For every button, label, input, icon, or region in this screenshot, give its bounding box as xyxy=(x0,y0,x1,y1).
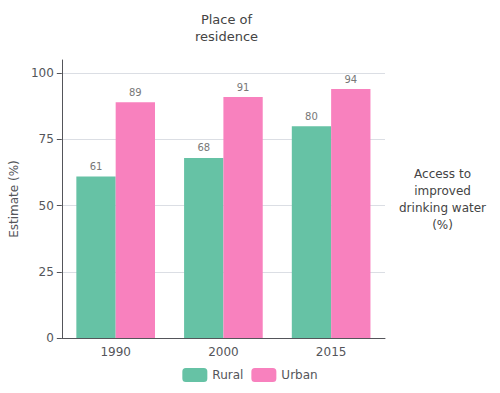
svg-text:Estimate (%): Estimate (%) xyxy=(7,160,21,238)
svg-text:Access to: Access to xyxy=(414,167,471,181)
svg-text:75: 75 xyxy=(39,132,54,146)
svg-text:25: 25 xyxy=(39,265,54,279)
svg-text:Place of: Place of xyxy=(201,12,253,27)
svg-text:drinking water: drinking water xyxy=(399,201,486,215)
svg-text:61: 61 xyxy=(90,161,103,172)
svg-text:89: 89 xyxy=(129,87,142,98)
svg-text:50: 50 xyxy=(39,199,54,213)
svg-text:residence: residence xyxy=(195,29,258,44)
svg-text:Urban: Urban xyxy=(281,368,317,382)
svg-text:(%): (%) xyxy=(432,218,453,232)
svg-text:2015: 2015 xyxy=(316,345,347,359)
svg-text:94: 94 xyxy=(344,74,357,85)
svg-text:80: 80 xyxy=(305,111,318,122)
svg-text:68: 68 xyxy=(197,142,210,153)
svg-text:91: 91 xyxy=(237,82,250,93)
svg-text:1990: 1990 xyxy=(100,345,131,359)
svg-text:Rural: Rural xyxy=(212,368,243,382)
svg-text:improved: improved xyxy=(414,184,471,198)
svg-text:100: 100 xyxy=(31,66,54,80)
svg-text:2000: 2000 xyxy=(208,345,239,359)
svg-text:0: 0 xyxy=(46,331,54,345)
